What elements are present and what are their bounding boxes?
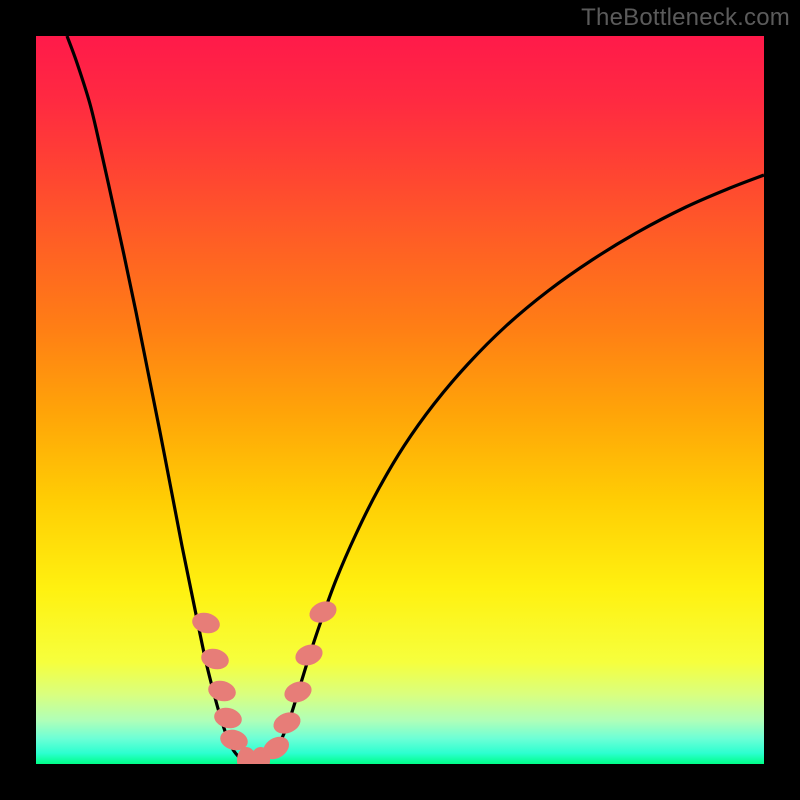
plot-background — [36, 36, 764, 764]
chart-stage: TheBottleneck.com — [0, 0, 800, 800]
chart-svg — [0, 0, 800, 800]
watermark-text: TheBottleneck.com — [581, 4, 790, 32]
